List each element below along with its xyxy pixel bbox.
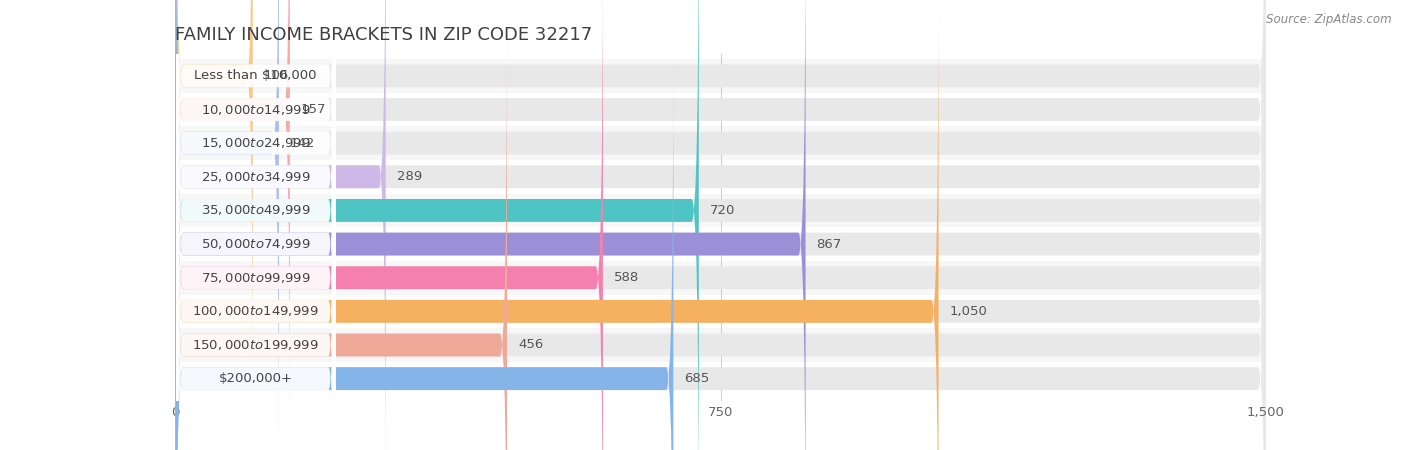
FancyBboxPatch shape [176,0,1265,435]
Text: Less than $10,000: Less than $10,000 [194,69,316,82]
FancyBboxPatch shape [176,0,336,450]
FancyBboxPatch shape [176,0,806,450]
FancyBboxPatch shape [176,0,336,450]
FancyBboxPatch shape [176,194,1265,227]
FancyBboxPatch shape [176,20,336,450]
FancyBboxPatch shape [176,0,1265,450]
Text: 685: 685 [685,372,710,385]
Text: $150,000 to $199,999: $150,000 to $199,999 [193,338,319,352]
Text: $15,000 to $24,999: $15,000 to $24,999 [201,136,311,150]
Text: FAMILY INCOME BRACKETS IN ZIP CODE 32217: FAMILY INCOME BRACKETS IN ZIP CODE 32217 [174,26,592,44]
Text: $35,000 to $49,999: $35,000 to $49,999 [201,203,311,217]
FancyBboxPatch shape [176,54,336,450]
Text: 867: 867 [817,238,842,251]
FancyBboxPatch shape [176,227,1265,261]
Text: $100,000 to $149,999: $100,000 to $149,999 [193,304,319,318]
FancyBboxPatch shape [176,0,336,435]
FancyBboxPatch shape [176,0,939,450]
FancyBboxPatch shape [176,0,1265,450]
Text: 720: 720 [710,204,735,217]
FancyBboxPatch shape [176,20,508,450]
FancyBboxPatch shape [176,0,336,450]
FancyBboxPatch shape [176,54,673,450]
Text: 157: 157 [301,103,326,116]
FancyBboxPatch shape [176,0,253,401]
FancyBboxPatch shape [176,0,336,450]
FancyBboxPatch shape [176,160,1265,194]
FancyBboxPatch shape [176,0,1265,450]
FancyBboxPatch shape [176,0,336,450]
FancyBboxPatch shape [176,0,385,450]
FancyBboxPatch shape [176,93,1265,126]
FancyBboxPatch shape [176,0,603,450]
FancyBboxPatch shape [176,0,699,450]
FancyBboxPatch shape [176,0,290,435]
FancyBboxPatch shape [176,0,1265,401]
Text: 106: 106 [264,69,288,82]
Text: $10,000 to $14,999: $10,000 to $14,999 [201,103,311,117]
FancyBboxPatch shape [176,0,1265,450]
Text: $50,000 to $74,999: $50,000 to $74,999 [201,237,311,251]
Text: 456: 456 [517,338,543,351]
Text: $75,000 to $99,999: $75,000 to $99,999 [201,271,311,285]
FancyBboxPatch shape [176,0,1265,450]
FancyBboxPatch shape [176,54,1265,450]
FancyBboxPatch shape [176,0,1265,450]
Text: 1,050: 1,050 [949,305,987,318]
FancyBboxPatch shape [176,362,1265,396]
FancyBboxPatch shape [176,59,1265,93]
FancyBboxPatch shape [176,20,1265,450]
FancyBboxPatch shape [176,261,1265,295]
Text: 588: 588 [614,271,640,284]
Text: 142: 142 [290,137,315,150]
FancyBboxPatch shape [176,0,336,401]
Text: $25,000 to $34,999: $25,000 to $34,999 [201,170,311,184]
FancyBboxPatch shape [176,0,278,450]
Text: Source: ZipAtlas.com: Source: ZipAtlas.com [1267,14,1392,27]
Text: $200,000+: $200,000+ [219,372,292,385]
FancyBboxPatch shape [176,0,336,450]
FancyBboxPatch shape [176,126,1265,160]
FancyBboxPatch shape [176,328,1265,362]
Text: 289: 289 [396,170,422,183]
FancyBboxPatch shape [176,295,1265,328]
